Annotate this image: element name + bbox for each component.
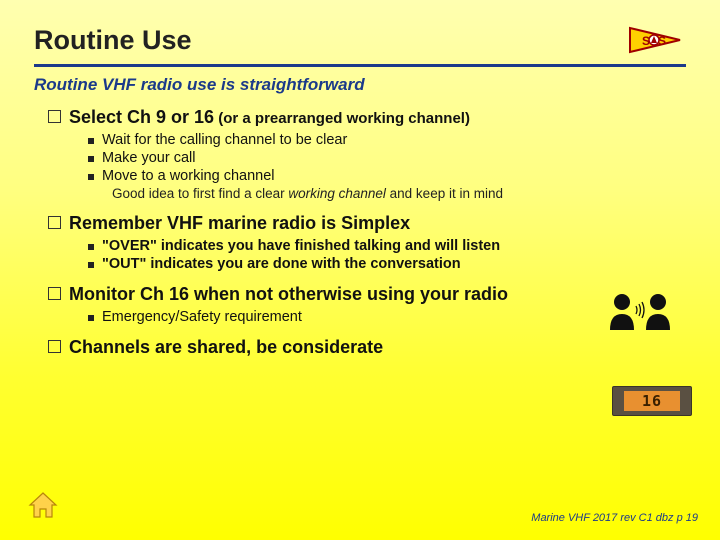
footer-text: Marine VHF 2017 rev C1 dbz p 19 [531, 512, 698, 524]
list-item: Monitor Ch 16 when not otherwise using y… [48, 284, 686, 305]
checkbox-bullet-icon [48, 340, 61, 353]
square-bullet-icon [88, 244, 94, 250]
note-italic: working channel [288, 186, 386, 201]
list-item: Remember VHF marine radio is Simplex [48, 213, 686, 234]
vhf-radio-icon: 16 [612, 386, 692, 416]
two-people-talking-icon [608, 292, 676, 337]
heading-text: Monitor Ch 16 when not otherwise using y… [69, 284, 508, 305]
list-item: Select Ch 9 or 16 (or a prearranged work… [48, 107, 686, 128]
bullet-text: Make your call [102, 150, 195, 166]
list-item: Move to a working channel [88, 168, 686, 184]
page-title: Routine Use [34, 25, 192, 56]
list-item: Channels are shared, be considerate [48, 337, 686, 358]
list-item: "OVER" indicates you have finished talki… [88, 238, 686, 254]
square-bullet-icon [88, 262, 94, 268]
subtitle: Routine VHF radio use is straightforward [34, 75, 686, 95]
heading-text: Select Ch 9 or 16 [69, 107, 214, 127]
bullet-text: Wait for the calling channel to be clear [102, 132, 347, 148]
home-icon[interactable] [28, 491, 58, 524]
list-item: Emergency/Safety requirement [88, 309, 686, 325]
list-item: Wait for the calling channel to be clear [88, 132, 686, 148]
list-item: Make your call [88, 150, 686, 166]
note-text: Good idea to first find a clear working … [112, 186, 686, 201]
heading-text: Channels are shared, be considerate [69, 337, 383, 358]
title-rule [34, 64, 686, 67]
heading-suffix: (or a prearranged working channel) [214, 110, 470, 127]
radio-channel-display: 16 [624, 391, 680, 411]
note-prefix: Good idea to first find a clear [112, 186, 288, 201]
club-pennant-icon: S S [628, 22, 686, 58]
bullet-text: Emergency/Safety requirement [102, 309, 302, 325]
checkbox-bullet-icon [48, 216, 61, 229]
bullet-text: Move to a working channel [102, 168, 275, 184]
bullet-text: "OUT" indicates you are done with the co… [102, 256, 461, 272]
checkbox-bullet-icon [48, 287, 61, 300]
bullet-text: "OVER" indicates you have finished talki… [102, 238, 500, 254]
content-area: Select Ch 9 or 16 (or a prearranged work… [34, 107, 686, 358]
square-bullet-icon [88, 156, 94, 162]
square-bullet-icon [88, 138, 94, 144]
checkbox-bullet-icon [48, 110, 61, 123]
heading-text: Remember VHF marine radio is Simplex [69, 213, 410, 234]
list-item: "OUT" indicates you are done with the co… [88, 256, 686, 272]
note-suffix: and keep it in mind [386, 186, 503, 201]
square-bullet-icon [88, 174, 94, 180]
square-bullet-icon [88, 315, 94, 321]
